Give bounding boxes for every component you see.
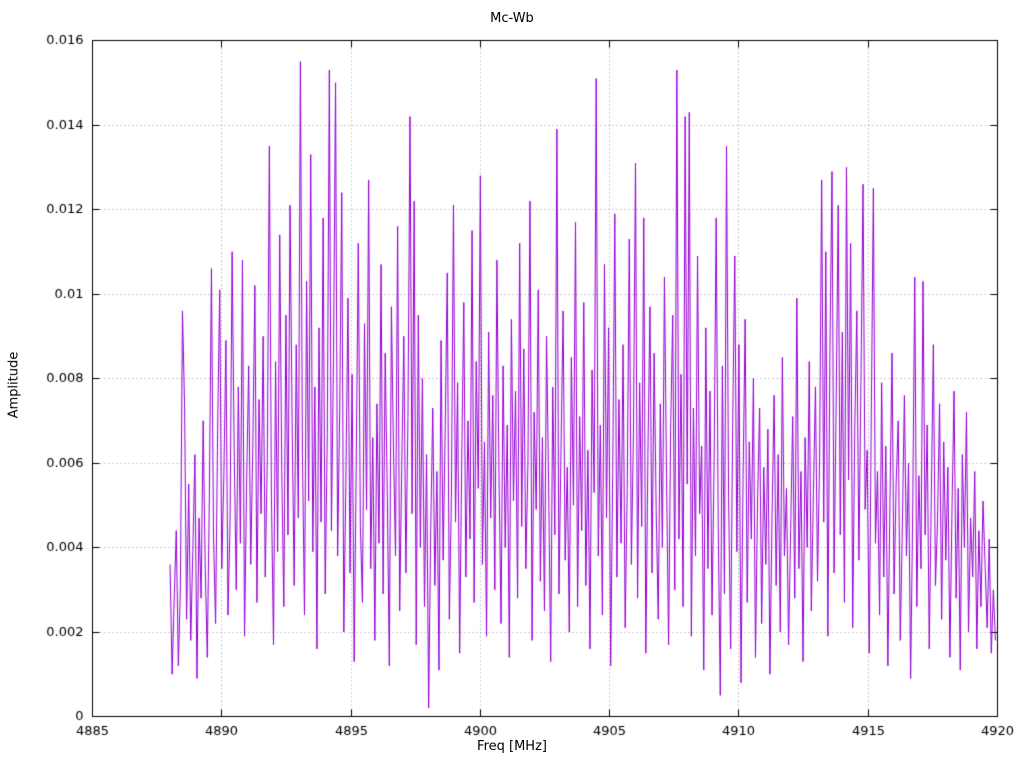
- chart-title: Mc-Wb: [490, 11, 534, 26]
- y-axis-label: Amplitude: [6, 351, 22, 419]
- x-axis-label: Freq [MHz]: [477, 739, 547, 754]
